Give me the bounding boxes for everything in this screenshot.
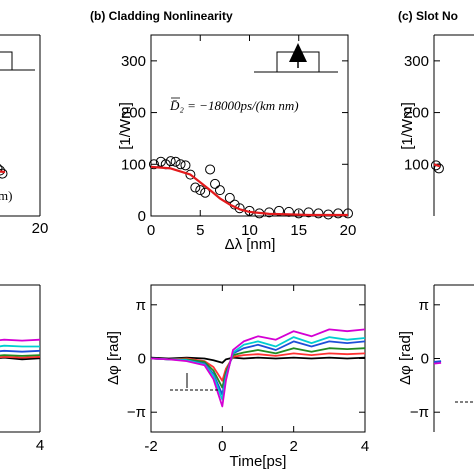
panel-a-bottom-series-line-4 <box>0 344 40 348</box>
panel-b-top-data-point <box>210 178 221 189</box>
panel-b-top-data-point <box>333 208 344 219</box>
panel-a-bottom-series-line-2 <box>0 354 41 357</box>
panel-b-bottom-series-line-2 <box>150 347 366 389</box>
panel-b-bottom-ytick-label: −π <box>127 404 146 421</box>
panel-c-top-ytick-label: 300 <box>404 53 429 70</box>
panel-b-top-data-point <box>155 156 166 167</box>
panel-b-top-data-point <box>148 159 159 170</box>
panel-b-top-xtick-label: 0 <box>147 222 155 239</box>
panel-a-top-xtick-20: 20 <box>32 220 49 237</box>
panel-c-top-ytick-label: 100 <box>404 156 429 173</box>
panel-b-top-data-point <box>190 182 201 193</box>
panel-c-bottom-series-line-0 <box>433 361 442 365</box>
panel-a-bottom-series-line-0 <box>0 356 41 361</box>
panel-c-top-data-point <box>433 163 444 174</box>
panel-a-top: 20 m) <box>0 34 49 237</box>
panel-b-top-data-point <box>185 169 196 180</box>
panel-b-top-ylabel: [1/Wm] <box>117 102 134 150</box>
panel-c-bottom-ylabel: Δφ [rad] <box>397 331 414 385</box>
panel-b-top-data-point <box>180 160 191 171</box>
panel-a-top-annotation: m) <box>0 188 12 203</box>
panel-b-top-data-point <box>214 185 225 196</box>
waveguide-arrow-icon <box>254 43 338 73</box>
panel-b-top-xtick-label: 20 <box>340 222 357 239</box>
panel-b-top-data-point <box>274 205 285 216</box>
panel-b-bottom-ytick-label: 0 <box>138 351 146 368</box>
panel-b-top-xtick-label: 5 <box>196 222 204 239</box>
panel-a-top-data-point <box>0 165 5 176</box>
panel-c-top-fit-line <box>433 163 441 168</box>
panel-b-top-xtick-label: 15 <box>290 222 307 239</box>
panel-b-bottom-xtick-label: 0 <box>218 438 226 455</box>
panel-b-top-data-point <box>224 192 235 203</box>
pulse-width-marker <box>170 373 219 391</box>
dispersion-equation: D̄₂ = −18000ps/(km nm) <box>169 97 299 113</box>
panel-b-bottom-xtick-label: 4 <box>361 438 369 455</box>
panel-c-top-data-point <box>430 160 441 171</box>
panel-b-top-data-point <box>195 185 206 196</box>
panel-b-bottom-xtick-label: -2 <box>144 438 157 455</box>
waveguide-icon <box>0 51 35 71</box>
panel-b-top-ytick-label: 0 <box>138 208 146 225</box>
panel-b-bottom-ytick-label: π <box>136 297 146 314</box>
panel-b-bottom-series-line-5 <box>150 328 366 408</box>
panel-b-bottom-series-line-0 <box>150 356 366 364</box>
panel-c-bottom-series-line-1 <box>433 360 442 363</box>
panel-a-top-data-point <box>0 164 3 173</box>
panel-a-bottom: 4 <box>0 284 44 454</box>
panel-b-top-data-point <box>313 208 324 219</box>
panel-a-bottom-xtick-4: 4 <box>36 437 44 454</box>
panel-b-top-data-point <box>165 156 176 167</box>
panel-a-top-fit-line <box>0 170 6 174</box>
panel-b-bottom-xlabel: Time[ps] <box>230 453 287 470</box>
panel-b-bottom-series-line-4 <box>150 336 366 401</box>
panel-b-top-frame <box>150 34 349 217</box>
panel-b-top-ytick-label: 200 <box>121 105 146 122</box>
panel-b-top-data-point <box>293 208 304 219</box>
panel-c-top: 100 200 300 [1/Wm] <box>399 34 474 216</box>
panel-b-top-data-point <box>343 208 353 219</box>
panel-b-top-data-point <box>205 164 216 175</box>
panel-c-bottom-ytick-label: −π <box>410 404 429 421</box>
panel-b-top-data-point <box>283 206 294 217</box>
panel-b-bottom: -2 0 2 4 π 0 −π Δφ [rad] Time[ps] <box>105 284 369 470</box>
panel-b-top-ytick-label: 300 <box>121 53 146 70</box>
panel-a-bottom-series-line-1 <box>0 355 41 359</box>
panel-a-bottom-series-line-3 <box>0 349 41 353</box>
panel-c-bottom: π 0 −π Δφ [rad] <box>397 284 474 432</box>
panel-b-top-xtick-label: 10 <box>241 222 258 239</box>
panel-b-title: (b) Cladding Nonlinearity <box>90 9 233 23</box>
panel-c-top-ytick-label: 200 <box>404 105 429 122</box>
panel-b-top-ytick-label: 100 <box>121 156 146 173</box>
panel-b-bottom-xtick-label: 2 <box>289 438 297 455</box>
panel-a-bottom-series-line-5 <box>0 338 41 342</box>
panel-b-top-fit-line <box>150 165 348 217</box>
dispersion-equation-text: D̄₂ = −18000ps/(km nm) <box>169 98 299 113</box>
panel-b-top-data-point <box>200 187 211 198</box>
panel-b-top-data-point <box>170 156 181 167</box>
panel-b-bottom-ylabel: Δφ [rad] <box>105 331 122 385</box>
panel-b-top-data-point <box>175 159 186 170</box>
panel-a-top-data-point <box>0 168 8 179</box>
panel-c-bottom-ytick-label: π <box>419 297 429 314</box>
panel-c-bottom-ytick-label: 0 <box>421 351 429 368</box>
panel-c-title: (c) Slot No <box>398 9 458 23</box>
panel-b-top-data-point <box>303 207 314 218</box>
panel-b-top-xlabel: Δλ [nm] <box>225 236 276 253</box>
panel-c-top-ylabel: [1/Wm] <box>399 102 416 150</box>
